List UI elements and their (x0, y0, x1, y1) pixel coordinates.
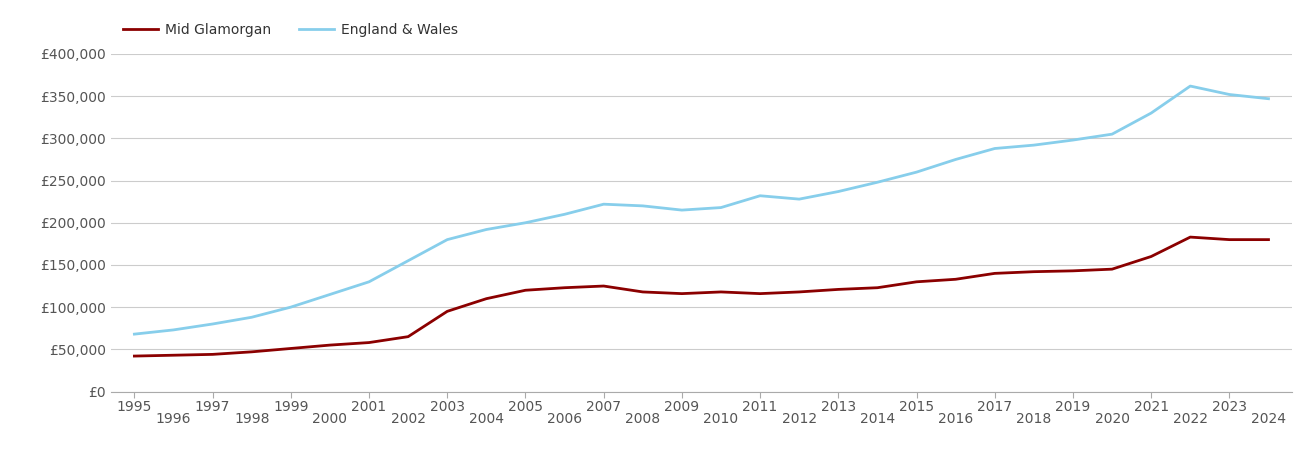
England & Wales (1065, 137, 1081, 143)
England & Wales (401, 258, 416, 263)
Mid Glamorgan (752, 291, 767, 297)
England & Wales (1104, 131, 1120, 137)
England & Wales (557, 212, 573, 217)
England & Wales (636, 203, 651, 208)
England & Wales (1143, 110, 1159, 116)
Mid Glamorgan (1182, 234, 1198, 240)
Mid Glamorgan (1065, 268, 1081, 274)
England & Wales (1261, 96, 1276, 101)
Mid Glamorgan (1143, 254, 1159, 259)
England & Wales (361, 279, 377, 284)
Mid Glamorgan (636, 289, 651, 295)
Mid Glamorgan (205, 352, 221, 357)
Mid Glamorgan (713, 289, 728, 295)
Mid Glamorgan (908, 279, 924, 284)
England & Wales (518, 220, 534, 225)
Mid Glamorgan (947, 277, 963, 282)
Mid Glamorgan (361, 340, 377, 345)
England & Wales (947, 157, 963, 162)
England & Wales (830, 189, 846, 194)
Mid Glamorgan (244, 349, 260, 355)
Mid Glamorgan (440, 309, 455, 314)
England & Wales (675, 207, 690, 213)
Mid Glamorgan (401, 334, 416, 339)
Mid Glamorgan (791, 289, 806, 295)
England & Wales (987, 146, 1002, 151)
England & Wales (322, 292, 338, 297)
Line: England & Wales: England & Wales (134, 86, 1268, 334)
Mid Glamorgan (596, 284, 612, 289)
England & Wales (205, 321, 221, 327)
Mid Glamorgan (518, 288, 534, 293)
England & Wales (127, 331, 142, 337)
Mid Glamorgan (166, 352, 181, 358)
Mid Glamorgan (1261, 237, 1276, 242)
England & Wales (752, 193, 767, 198)
England & Wales (1182, 83, 1198, 89)
England & Wales (791, 196, 806, 202)
Mid Glamorgan (1221, 237, 1237, 242)
England & Wales (440, 237, 455, 242)
England & Wales (596, 202, 612, 207)
Mid Glamorgan (830, 287, 846, 292)
Mid Glamorgan (283, 346, 299, 351)
Mid Glamorgan (987, 270, 1002, 276)
England & Wales (479, 227, 495, 232)
Mid Glamorgan (869, 285, 885, 290)
Mid Glamorgan (1104, 266, 1120, 272)
England & Wales (166, 327, 181, 333)
England & Wales (1026, 142, 1041, 148)
Mid Glamorgan (557, 285, 573, 290)
England & Wales (244, 315, 260, 320)
England & Wales (869, 180, 885, 185)
Mid Glamorgan (479, 296, 495, 302)
Line: Mid Glamorgan: Mid Glamorgan (134, 237, 1268, 356)
Mid Glamorgan (322, 342, 338, 348)
Mid Glamorgan (675, 291, 690, 297)
England & Wales (908, 169, 924, 175)
Legend: Mid Glamorgan, England & Wales: Mid Glamorgan, England & Wales (117, 17, 463, 42)
England & Wales (283, 304, 299, 310)
England & Wales (713, 205, 728, 210)
Mid Glamorgan (127, 353, 142, 359)
England & Wales (1221, 92, 1237, 97)
Mid Glamorgan (1026, 269, 1041, 274)
